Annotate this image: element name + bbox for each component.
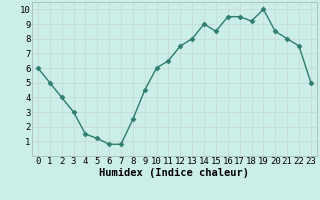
X-axis label: Humidex (Indice chaleur): Humidex (Indice chaleur) [100, 168, 249, 178]
